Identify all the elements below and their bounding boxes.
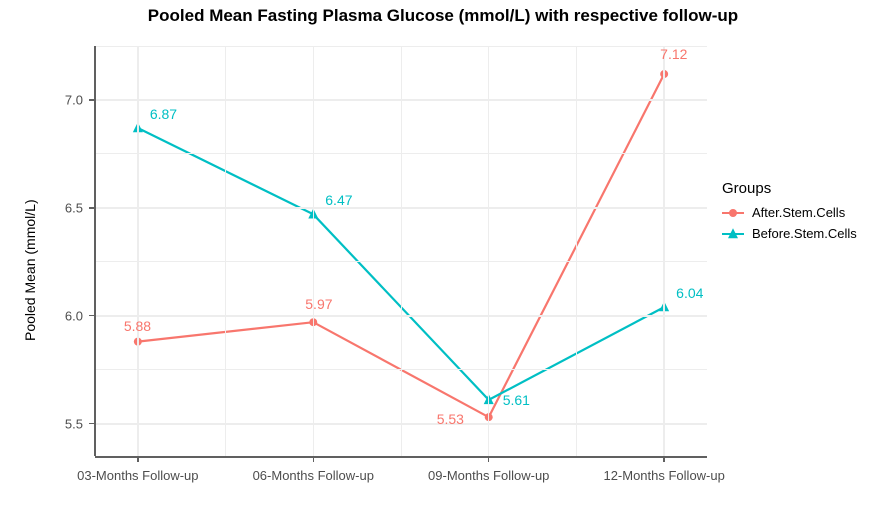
legend-items: After.Stem.Cells Before.Stem.Cells — [722, 205, 857, 241]
y-tick — [89, 207, 95, 209]
point-label: 5.88 — [124, 318, 151, 334]
y-tick — [89, 315, 95, 317]
gridline-x-major — [313, 46, 315, 456]
x-tick — [663, 456, 665, 462]
gridline-x-minor — [401, 46, 402, 456]
x-tick-label: 09-Months Follow-up — [428, 468, 549, 483]
point-label: 7.12 — [660, 46, 687, 62]
gridline-x-minor — [225, 46, 226, 456]
y-tick-label: 6.0 — [49, 308, 83, 323]
point-label: 5.61 — [503, 392, 530, 408]
gridline-x-major — [137, 46, 139, 456]
point-label: 6.87 — [150, 106, 177, 122]
y-tick — [89, 99, 95, 101]
legend: Groups After.Stem.Cells Before.Stem.Cells — [722, 180, 857, 247]
x-tick-label: 12-Months Follow-up — [603, 468, 724, 483]
gridline-x-major — [663, 46, 665, 456]
chart-title: Pooled Mean Fasting Plasma Glucose (mmol… — [0, 6, 886, 26]
x-tick-label: 03-Months Follow-up — [77, 468, 198, 483]
point-label: 6.47 — [325, 192, 352, 208]
plot-area — [95, 46, 707, 456]
x-tick — [313, 456, 315, 462]
y-tick-label: 5.5 — [49, 416, 83, 431]
legend-swatch — [722, 227, 744, 241]
point-label: 5.53 — [437, 411, 464, 427]
legend-item: After.Stem.Cells — [722, 205, 857, 220]
y-tick-label: 6.5 — [49, 200, 83, 215]
gridline-x-minor — [576, 46, 577, 456]
x-tick — [137, 456, 139, 462]
x-tick — [488, 456, 490, 462]
gridline-x-major — [488, 46, 490, 456]
legend-label: After.Stem.Cells — [752, 205, 845, 220]
legend-label: Before.Stem.Cells — [752, 226, 857, 241]
x-tick-label: 06-Months Follow-up — [253, 468, 374, 483]
y-axis-label: Pooled Mean (mmol/L) — [22, 199, 38, 341]
point-label: 6.04 — [676, 285, 703, 301]
chart-container: Pooled Mean Fasting Plasma Glucose (mmol… — [0, 0, 886, 515]
y-axis-line — [94, 46, 96, 456]
point-label: 5.97 — [305, 296, 332, 312]
legend-swatch — [722, 206, 744, 220]
x-axis-line — [95, 456, 707, 458]
y-tick-label: 7.0 — [49, 92, 83, 107]
y-tick — [89, 423, 95, 425]
legend-item: Before.Stem.Cells — [722, 226, 857, 241]
legend-title: Groups — [722, 180, 857, 197]
